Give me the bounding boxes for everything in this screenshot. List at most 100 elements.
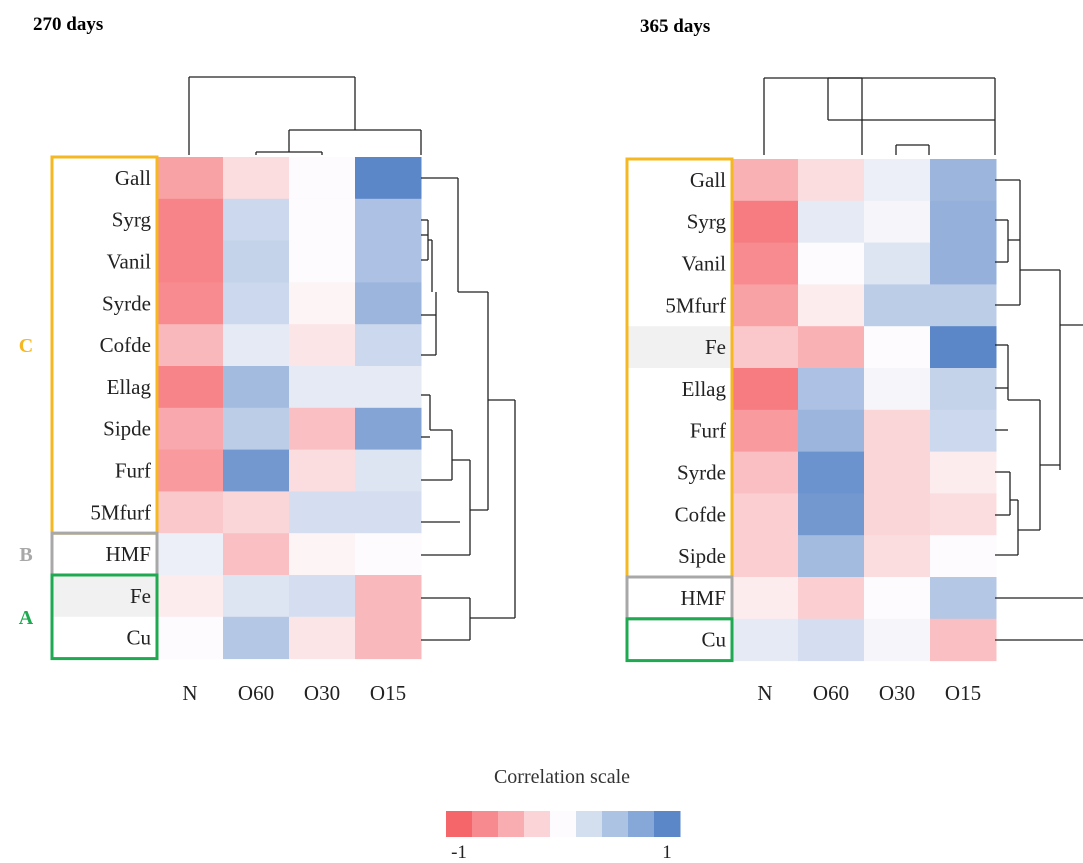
heatmap-cell [930, 618, 997, 662]
heatmap-cell [289, 240, 356, 283]
column-label: N [757, 681, 772, 705]
row-label: Syrg [112, 208, 152, 232]
heatmap-cell [355, 533, 422, 576]
heatmap-cell [289, 533, 356, 576]
heatmap-cell [223, 366, 290, 409]
heatmap-cell [223, 616, 290, 660]
heatmap-cell [157, 157, 224, 200]
heatmap-cell [864, 200, 931, 244]
row-label: Fe [705, 335, 726, 359]
row-label: HMF [105, 542, 151, 566]
heatmap-cell [223, 198, 290, 242]
row-label: Cofde [675, 502, 726, 526]
heatmap-cell [355, 575, 422, 618]
column-label: O60 [238, 681, 274, 705]
heatmap-cell [732, 493, 799, 536]
group-box [50, 573, 159, 661]
heatmap-cell [732, 618, 799, 662]
heatmap-cell [289, 324, 356, 367]
heatmap-cell [864, 284, 931, 327]
heatmap-cell [289, 491, 356, 534]
heatmap-cell [157, 616, 224, 660]
heatmap-cell [223, 240, 290, 283]
heatmap-cell [289, 366, 356, 409]
heatmap-cell [864, 409, 931, 453]
heatmap-cell [289, 575, 356, 618]
heatmap-cell [157, 198, 224, 242]
heatmap-cell [157, 282, 224, 325]
heatmap-cell [798, 242, 865, 285]
heatmap-cell [157, 575, 224, 618]
heatmap-cell [157, 491, 224, 534]
row-label: Syrde [102, 291, 151, 315]
row-highlight [52, 575, 157, 617]
heatmap-cell [289, 449, 356, 492]
heatmap-cell [355, 491, 422, 534]
heatmap-cell [798, 535, 865, 578]
row-label: HMF [680, 586, 726, 610]
heatmap-cell [732, 535, 799, 578]
panel-title: 270 days [33, 14, 103, 35]
heatmap-cell [732, 242, 799, 285]
row-label: Cofde [100, 333, 151, 357]
correlation-legend: Correlation scale -1 1 [446, 766, 681, 863]
row-label: 5Mfurf [90, 500, 151, 524]
heatmap-cell [798, 200, 865, 244]
heatmap-cell [798, 451, 865, 494]
heatmap-cell [930, 409, 997, 453]
dendrogram [763, 77, 1083, 641]
heatmap-cell [223, 282, 290, 325]
heatmap-cell [289, 157, 356, 200]
heatmap-cell [930, 493, 997, 536]
heatmap-cell [798, 493, 865, 536]
heatmap-cell [223, 407, 290, 451]
heatmap-cell [223, 157, 290, 200]
heatmap-cell [864, 326, 931, 369]
heatmap-cell [355, 157, 422, 200]
row-label: Ellag [107, 375, 152, 399]
legend-swatch [628, 811, 655, 837]
heatmap-cell [157, 324, 224, 367]
legend-swatch [498, 811, 525, 837]
heatmap-cell [157, 407, 224, 451]
heatmap-cell [798, 284, 865, 327]
heatmap-cell [930, 242, 997, 285]
heatmap-cell [930, 284, 997, 327]
heatmap-cell [157, 533, 224, 576]
group-label: A [19, 607, 34, 629]
legend-swatch [524, 811, 551, 837]
heatmap-cell [223, 449, 290, 492]
heatmap-panel-1: 270 days Gall Syrg Vanil Syrde Cofde Ellag Sipd… [19, 14, 516, 705]
heatmap-cell [864, 368, 931, 411]
heatmap-cell [732, 409, 799, 453]
heatmap-cell [289, 616, 356, 660]
legend-swatch [472, 811, 499, 837]
row-label: Gall [115, 166, 151, 190]
group-box [625, 617, 734, 663]
heatmap-cell [157, 366, 224, 409]
heatmap-cell [355, 407, 422, 451]
heatmap-cell [732, 284, 799, 327]
heatmap-cell [798, 409, 865, 453]
legend-swatch [576, 811, 603, 837]
heatmap-cell [223, 533, 290, 576]
legend-title: Correlation scale [494, 766, 630, 788]
row-label: 5Mfurf [665, 293, 726, 317]
column-label: O60 [813, 681, 849, 705]
heatmap-cell [864, 577, 931, 620]
legend-max-label: 1 [662, 842, 672, 863]
heatmap-cell [930, 326, 997, 369]
heatmap-cell [355, 240, 422, 283]
legend-swatch [550, 811, 577, 837]
heatmap-cell [732, 577, 799, 620]
row-label: Cu [126, 626, 151, 650]
heatmap-cell [864, 493, 931, 536]
row-label: Syrg [687, 210, 727, 234]
row-label: Syrde [677, 461, 726, 485]
heatmap-cell [732, 159, 799, 202]
column-label: O30 [879, 681, 915, 705]
heatmap-cell [930, 451, 997, 494]
row-label: Sipde [103, 417, 151, 441]
heatmap-cell [798, 368, 865, 411]
